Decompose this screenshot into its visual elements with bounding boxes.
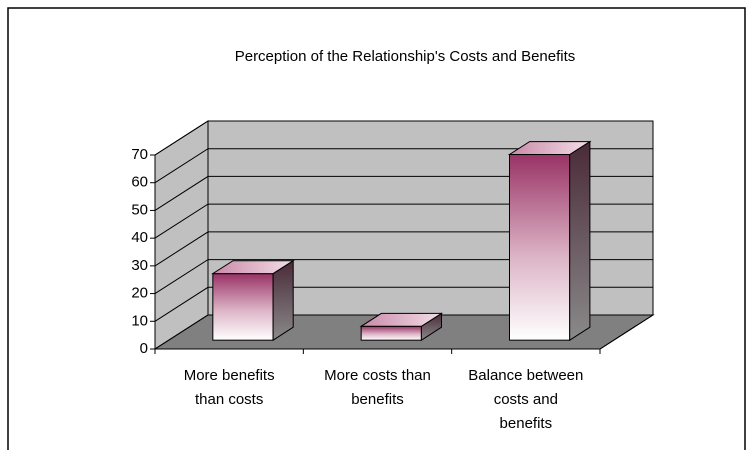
grid-line (154, 259, 653, 295)
x-tick-label: More benefits than costs (184, 367, 275, 408)
chart-frame (7, 7, 746, 450)
grid-line (154, 231, 653, 267)
y-tick-label: 50 (131, 201, 148, 218)
y-tick-label: 20 (131, 285, 148, 302)
y-tick-label: 0 (140, 340, 148, 357)
y-tick-label: 10 (131, 312, 148, 329)
y-tick-label: 40 (131, 229, 148, 246)
grid-line (154, 314, 653, 350)
chart-title: Perception of the Relationship's Costs a… (235, 48, 576, 65)
grid-line (154, 175, 653, 211)
bar-side (569, 140, 591, 342)
bar-top (211, 260, 295, 275)
bar-front (212, 273, 274, 341)
grid-line (154, 120, 653, 156)
y-tick-label: 70 (131, 146, 148, 163)
y-tick-label: 30 (131, 257, 148, 274)
grid-line (154, 148, 653, 184)
x-tick-label: Balance between costs and benefits (468, 367, 583, 432)
bar-front (509, 153, 571, 341)
grid-line (154, 286, 653, 322)
bar-top (507, 141, 592, 155)
bar-side (272, 259, 294, 342)
bar-top (359, 312, 444, 327)
side-wall (154, 120, 209, 350)
x-tick-label: More costs than benefits (324, 367, 431, 408)
y-tick-label: 60 (131, 174, 148, 191)
bar-front (360, 325, 422, 341)
grid-line (154, 203, 653, 239)
